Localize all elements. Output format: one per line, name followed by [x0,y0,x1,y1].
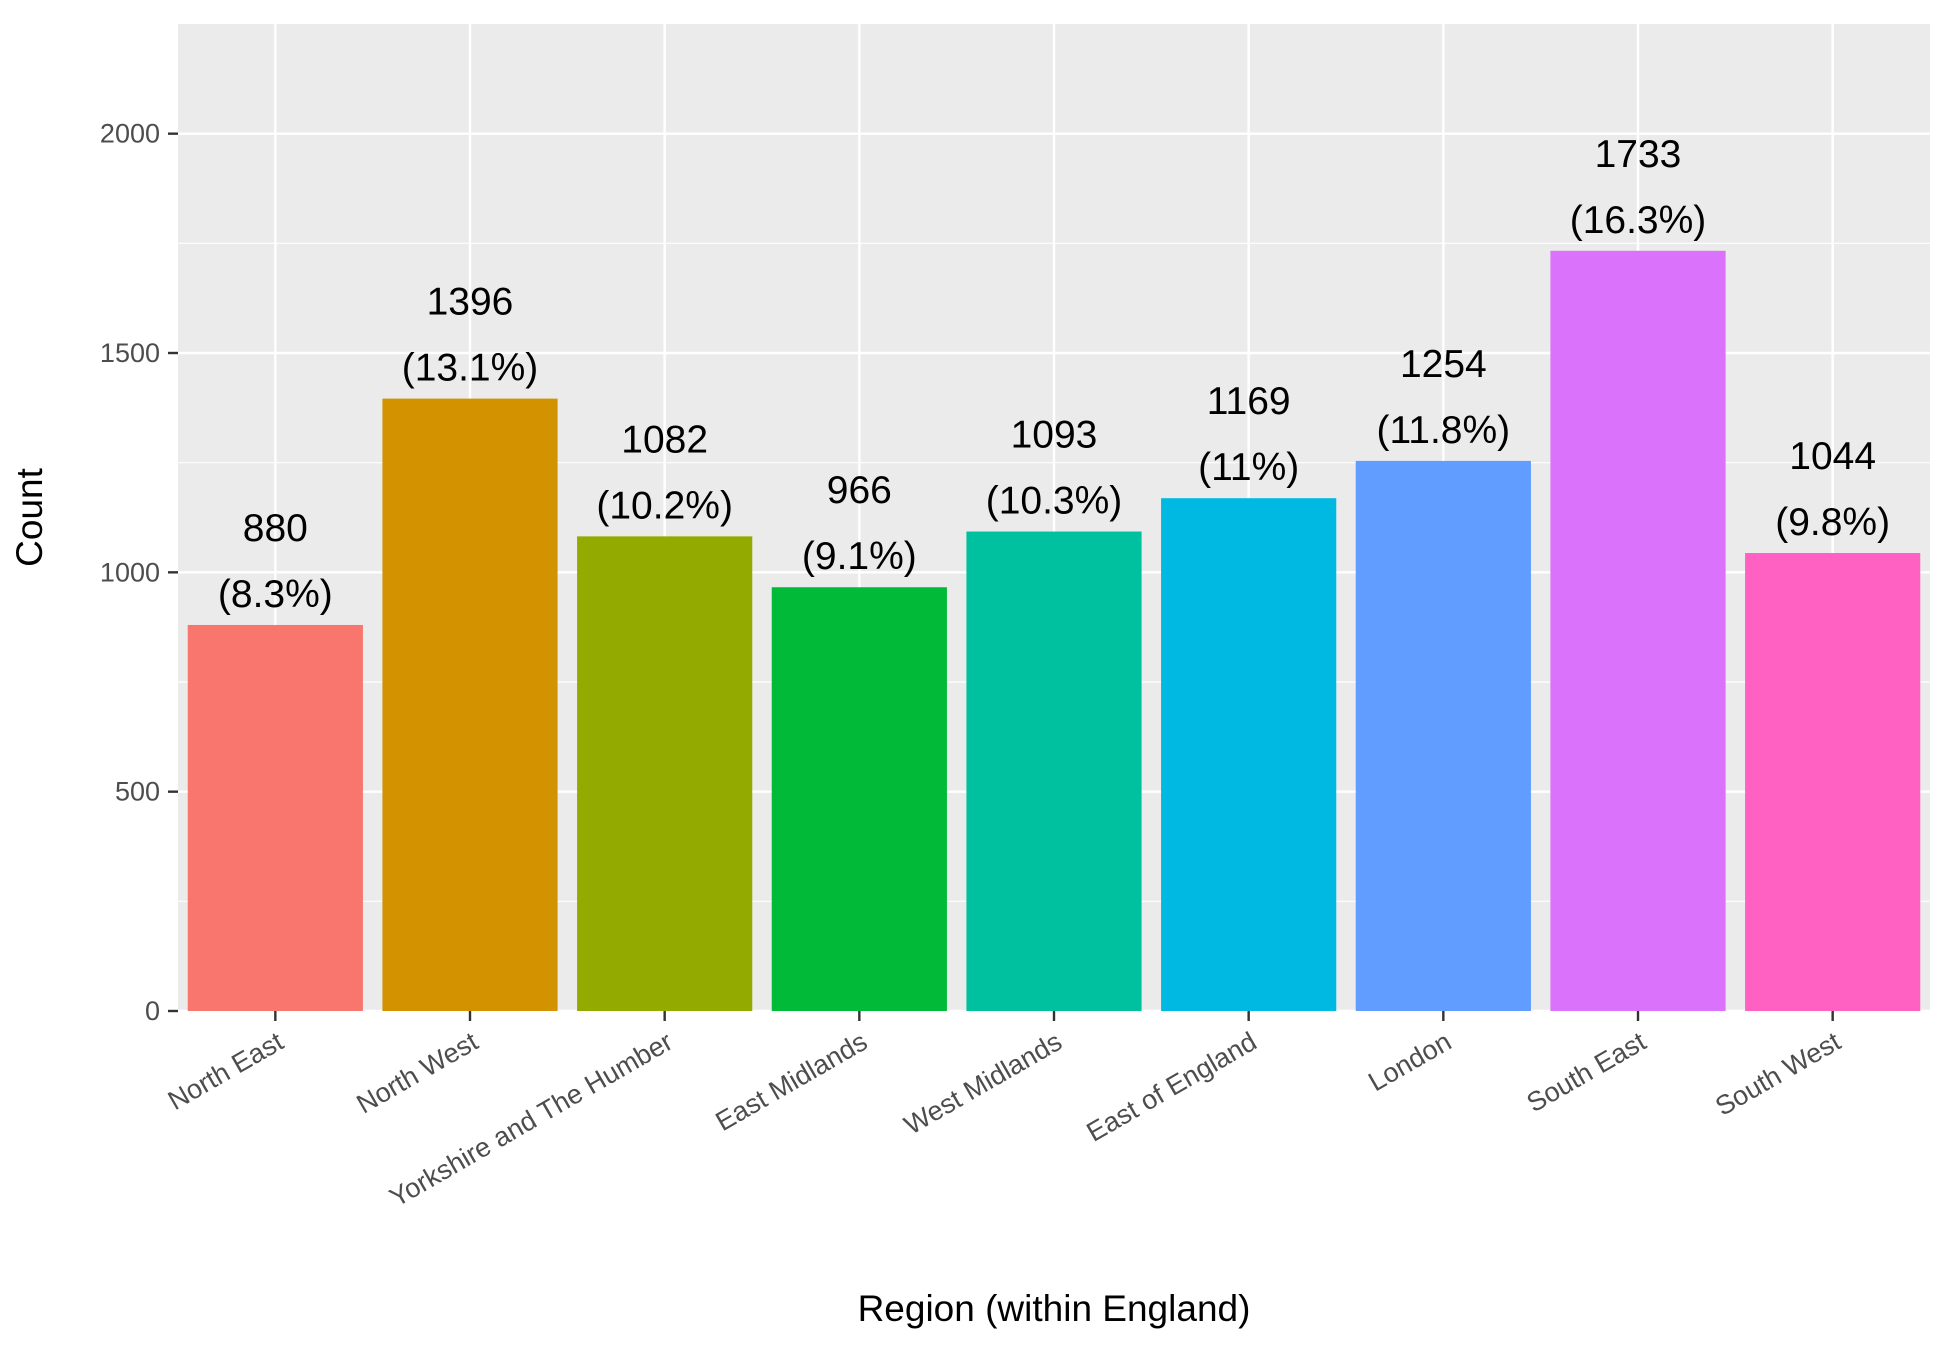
bar [1550,250,1726,1012]
bar [187,624,363,1011]
bar-percent-label: (11.8%) [1376,409,1510,452]
bar [1161,498,1337,1011]
x-tick-label: West Midlands [899,1026,1067,1140]
bar-percent-label: (9.8%) [1775,501,1890,544]
x-tick-label: North East [163,1026,289,1116]
bar-value-label: 1733 [1595,133,1682,176]
bar-percent-label: (8.3%) [218,573,333,616]
bar-percent-label: (10.2%) [596,484,733,527]
bars [187,250,1921,1012]
y-axis: 0 500 1000 1500 2000 [100,119,178,1026]
bar-percent-label: (9.1%) [802,535,917,578]
y-tick-label: 1500 [100,338,160,368]
y-tick-label: 1000 [100,557,160,587]
bar-value-label: 1254 [1400,343,1487,386]
bar-percent-label: (16.3%) [1570,199,1707,242]
x-axis-title: Region (within England) [858,1288,1251,1329]
x-tick-label: East Midlands [710,1026,872,1137]
bar [966,531,1142,1011]
y-tick-label: 0 [145,996,160,1026]
x-tick-label: East of England [1082,1026,1262,1147]
bar-value-label: 1044 [1789,435,1876,478]
bar-value-label: 1396 [427,281,514,324]
bar-value-label: 966 [827,469,892,512]
bar-percent-label: (11%) [1198,446,1299,489]
bar [1355,460,1531,1011]
bar-percent-label: (10.3%) [986,480,1123,523]
y-tick-label: 500 [115,777,160,807]
x-tick-label: North West [351,1026,483,1119]
bar-value-label: 880 [243,507,308,550]
x-tick-label: South East [1522,1026,1652,1118]
x-tick-label: London [1363,1026,1456,1097]
bar [382,398,558,1011]
y-axis-title: Count [9,467,50,566]
x-tick-label: South West [1710,1026,1846,1122]
bar-percent-label: (13.1%) [402,347,539,390]
bar-value-label: 1093 [1011,414,1098,457]
bar [771,587,947,1011]
bar-value-label: 1169 [1207,380,1291,423]
bar [577,536,753,1011]
data-labels: (8.3%) 880 (13.1%) 1396 (10.2%) 1082 (9.1%) 966… [218,133,1890,616]
y-tick-label: 2000 [100,119,160,149]
bar [1745,553,1921,1011]
bar-value-label: 1082 [621,418,708,461]
